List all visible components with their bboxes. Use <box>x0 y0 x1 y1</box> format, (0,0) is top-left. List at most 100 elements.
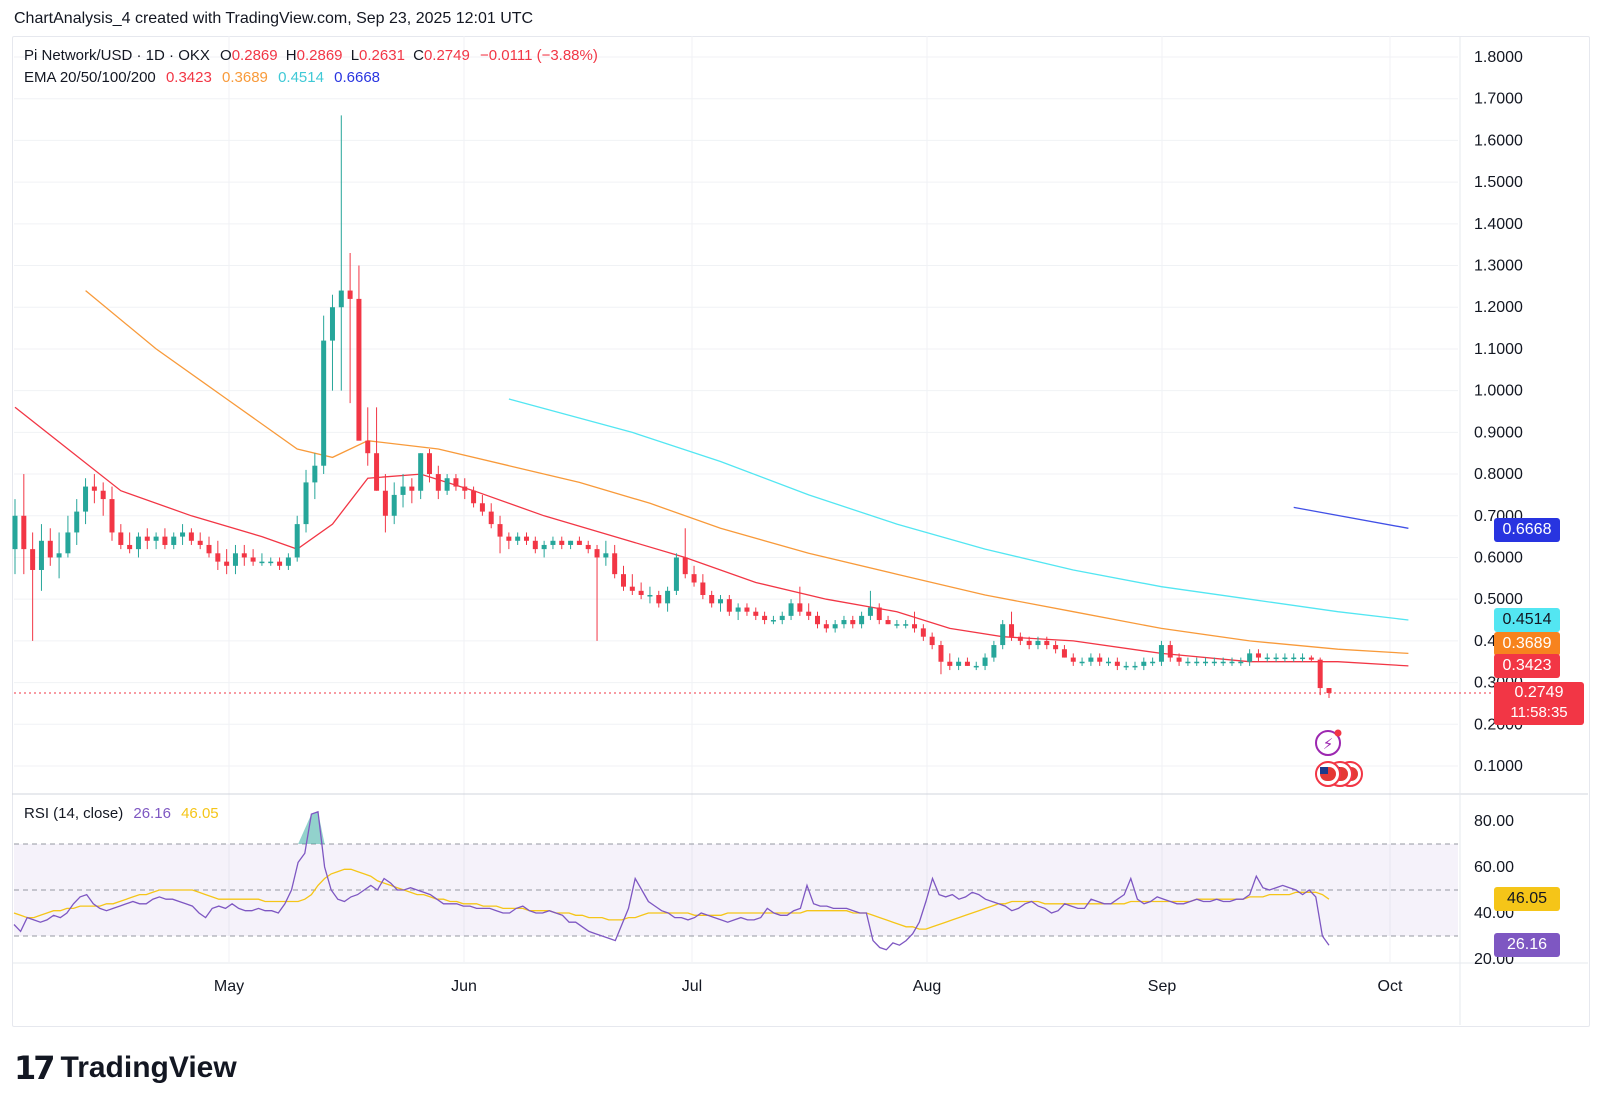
candle-body <box>938 645 944 662</box>
candle-body <box>1079 661 1085 664</box>
candle <box>885 615 891 625</box>
candle-body <box>541 544 547 550</box>
candle <box>400 474 406 508</box>
low-value: 0.2631 <box>359 47 405 64</box>
lightning-icon: ⚡ <box>1323 735 1334 753</box>
candle <box>462 478 468 500</box>
candle-body <box>647 595 653 597</box>
candle <box>541 540 547 558</box>
ema-legend[interactable]: EMA 20/50/100/200 0.3423 0.3689 0.4514 0… <box>24 69 386 86</box>
candle-body <box>638 590 644 596</box>
candle-body <box>673 557 679 591</box>
candle-body <box>374 453 380 491</box>
last-price-value: 0.2749 <box>1514 684 1564 701</box>
candle-body <box>1185 661 1191 664</box>
candle-body <box>285 557 291 566</box>
candle-body <box>867 607 873 616</box>
candle <box>964 657 970 666</box>
candle-body <box>788 603 794 616</box>
candle-body <box>1088 657 1094 662</box>
candle <box>356 265 362 441</box>
candle-body <box>83 486 89 512</box>
candle <box>21 474 27 575</box>
candle <box>938 640 944 675</box>
candle-body <box>1203 661 1209 664</box>
candle-body <box>1053 645 1059 650</box>
rsi-legend[interactable]: RSI (14, close) 26.16 46.05 <box>24 805 225 822</box>
candle-body <box>1247 653 1253 662</box>
ema200-value: 0.6668 <box>334 69 381 86</box>
tradingview-wordmark: TradingView <box>60 1051 237 1084</box>
candle <box>285 553 291 570</box>
candle <box>850 615 856 629</box>
ema20-value: 0.3423 <box>165 69 212 86</box>
candle-body <box>321 340 327 466</box>
ohlc-legend[interactable]: Pi Network/USD · 1D · OKX O0.2869 H0.286… <box>24 47 604 64</box>
candle <box>753 607 759 621</box>
candle <box>506 532 512 550</box>
candle <box>391 482 397 525</box>
candle-body <box>250 557 256 562</box>
candle <box>365 407 371 466</box>
rsi-price-tag: 26.16 <box>1494 933 1560 957</box>
candle <box>797 586 803 616</box>
candle <box>56 532 62 579</box>
candle <box>1106 657 1112 666</box>
ema200-line <box>1293 506 1409 529</box>
candle-body <box>964 661 970 666</box>
candle <box>197 532 203 550</box>
candle-body <box>338 290 344 308</box>
candle-body <box>568 540 574 545</box>
candle <box>585 540 591 554</box>
candle <box>894 620 900 629</box>
candle <box>973 661 979 671</box>
candle-body <box>1300 657 1306 660</box>
tradingview-logo[interactable]: 17 TradingView <box>14 1049 237 1087</box>
candle-body <box>691 574 697 583</box>
candle-body <box>109 499 115 533</box>
candle <box>929 632 935 650</box>
candle <box>1300 653 1306 662</box>
candle-body <box>603 553 609 558</box>
candle <box>620 565 626 591</box>
candle-body <box>753 611 759 616</box>
candle-body <box>1273 657 1279 660</box>
candle-body <box>303 482 309 525</box>
candle <box>1255 649 1261 662</box>
candle <box>762 611 768 625</box>
ema100-value: 0.4514 <box>278 69 324 86</box>
candle <box>374 407 380 491</box>
candle <box>83 478 89 525</box>
candle <box>1167 640 1173 662</box>
candle <box>259 553 265 566</box>
candle-body <box>912 624 918 629</box>
candle <box>497 515 503 554</box>
candle-body <box>947 661 953 666</box>
price-axis-label: 0.5000 <box>1474 591 1523 608</box>
candle-body <box>135 536 141 550</box>
open-label: O0.2869 <box>220 47 278 64</box>
rsi-label[interactable]: RSI (14, close) <box>24 805 124 822</box>
candle <box>1088 653 1094 666</box>
high-value: 0.2869 <box>296 47 343 64</box>
time-axis-label: Sep <box>1148 978 1177 995</box>
candle-body <box>471 490 477 504</box>
ema50-line <box>85 290 1409 655</box>
candle <box>532 536 538 554</box>
candle-body <box>30 549 36 570</box>
candle <box>867 590 873 621</box>
candle <box>1194 657 1200 666</box>
candle <box>382 474 388 533</box>
candle-body <box>294 524 300 558</box>
candle <box>1132 661 1138 671</box>
candle-body <box>1000 624 1006 646</box>
ema-label[interactable]: EMA 20/50/100/200 <box>24 69 156 86</box>
candle-body <box>1106 661 1112 664</box>
candle <box>479 494 485 516</box>
symbol-label[interactable]: Pi Network/USD · 1D · OKX <box>24 47 210 64</box>
candle-body <box>1194 661 1200 664</box>
candle <box>568 540 574 550</box>
candle-body <box>444 478 450 491</box>
ema200-price-tag: 0.6668 <box>1494 518 1560 542</box>
